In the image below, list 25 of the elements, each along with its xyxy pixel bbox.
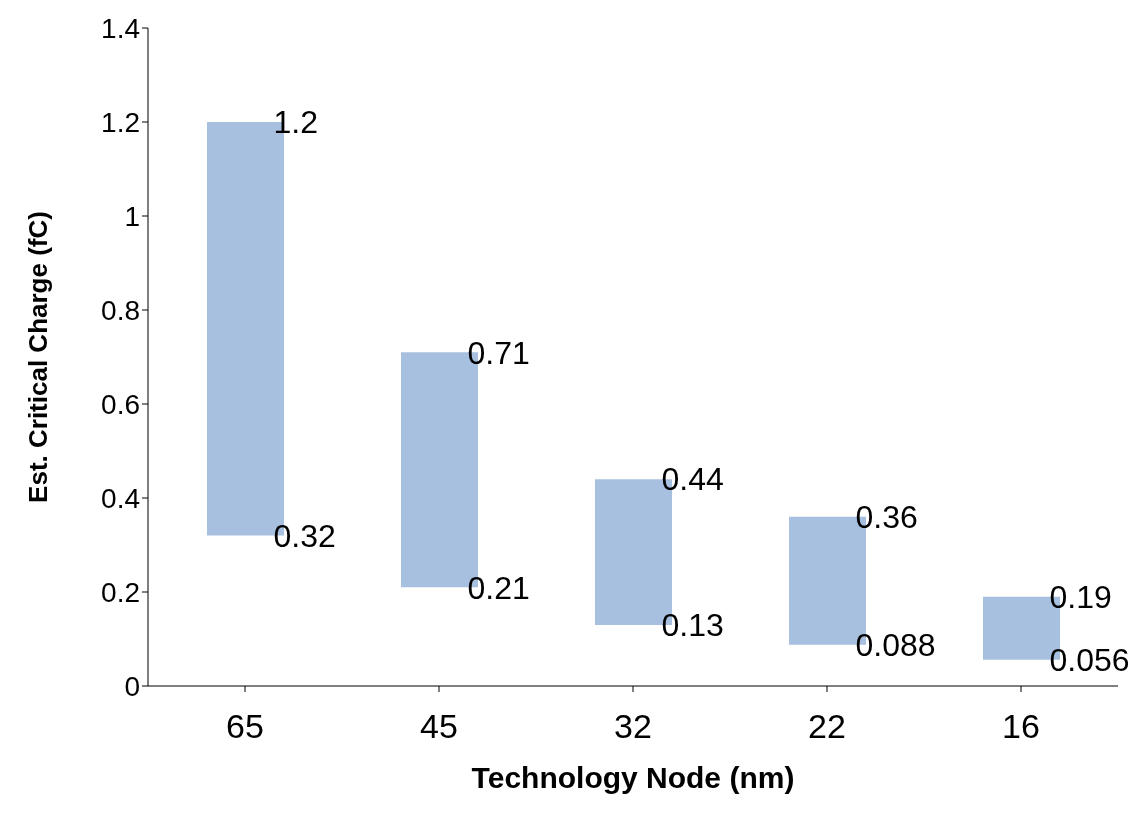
annotation: 0.21	[467, 569, 530, 606]
y-tick-label: 0.2	[101, 576, 140, 608]
y-tick-label: 0.8	[101, 294, 140, 326]
annotation: 0.36	[855, 499, 918, 535]
x-tick-label: 45	[420, 707, 458, 746]
annotation: 0.32	[273, 517, 336, 554]
annotation: 1.2	[273, 104, 318, 141]
y-tick-label: 0	[124, 670, 140, 702]
annotation: 0.19	[1049, 578, 1112, 615]
x-tick-label: 16	[1002, 707, 1040, 746]
x-tick-label: 32	[614, 707, 652, 746]
y-axis-title: Est. Critical Charge (fC)	[23, 211, 54, 503]
x-tick-label: 65	[226, 707, 264, 746]
y-tick-label: 1	[124, 200, 140, 232]
annotation: 0.13	[661, 607, 724, 644]
annotation: 0.088	[855, 626, 936, 663]
annotation: 0.056	[1049, 641, 1130, 678]
x-axis-title: Technology Node (nm)	[471, 761, 795, 794]
y-tick-label: 1.4	[101, 12, 140, 44]
y-tick-label: 0.4	[101, 482, 140, 514]
x-tick-label: 22	[808, 707, 846, 746]
annotation: 0.71	[467, 334, 530, 371]
y-tick-label: 1.2	[101, 106, 140, 138]
annotation: 0.44	[661, 461, 724, 498]
y-tick-label: 0.6	[101, 388, 140, 420]
